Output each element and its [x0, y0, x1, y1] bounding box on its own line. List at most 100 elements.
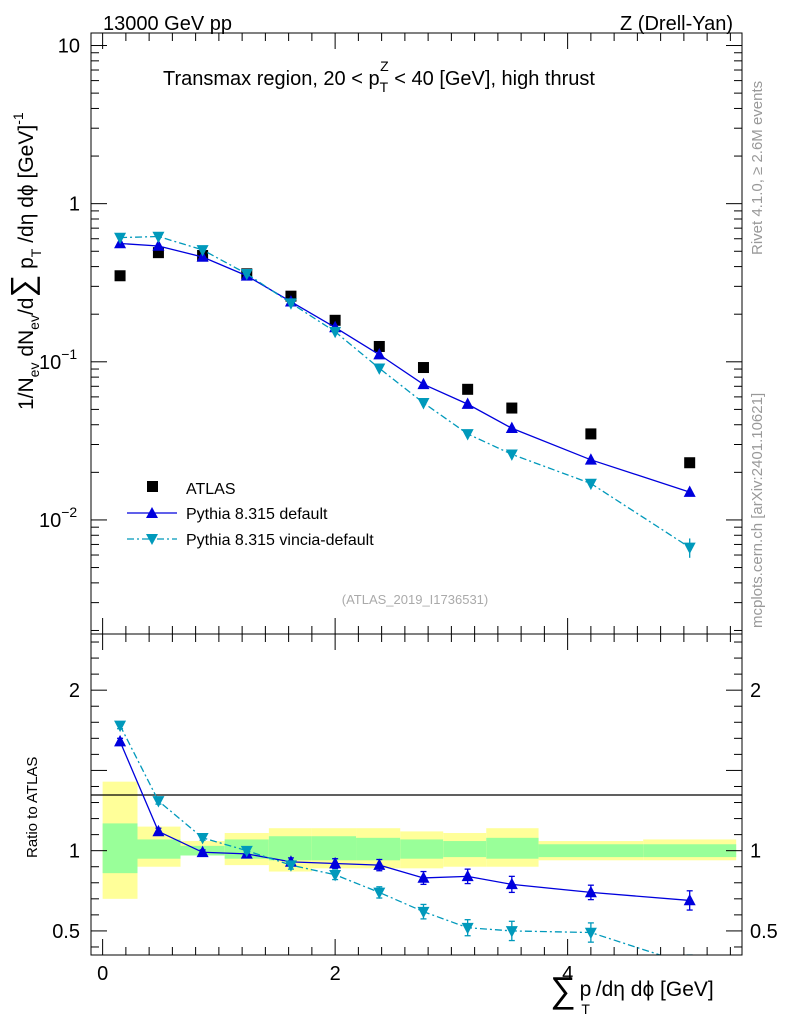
main-point-default: [152, 239, 165, 251]
ytick-base: 10: [39, 510, 61, 532]
legend-vincia-marker: [146, 534, 158, 545]
main-point-atlas: [462, 383, 474, 395]
main-axis-ticks: [91, 33, 742, 634]
ratio-band-inner: [486, 837, 539, 859]
main-point-default: [373, 348, 386, 360]
ratio-ytick-label-right: 1: [750, 841, 761, 863]
ratio-ylabel: Ratio to ATLAS: [24, 757, 41, 858]
main-ytick-label: 1: [69, 194, 80, 216]
ratio-point-vincia: [240, 845, 253, 858]
legend: ATLAS Pythia 8.315 default Pythia 8.315 …: [127, 481, 374, 549]
main-point-atlas: [506, 402, 518, 414]
main-point-vincia: [152, 231, 165, 244]
main-point-vincia: [196, 245, 209, 257]
main-point-atlas: [373, 340, 385, 352]
ratio-band-inner: [400, 839, 444, 859]
ratio-point-default: [584, 885, 597, 898]
main-point-atlas: [585, 428, 597, 440]
main-point-default: [584, 453, 597, 465]
ratio-band-inner: [311, 836, 357, 861]
ratio-point-vincia: [684, 960, 696, 971]
xlabel-b: /dη dϕ [GeV]: [590, 978, 714, 1001]
ratio-point-vincia: [152, 796, 165, 808]
ratio-point-default: [683, 893, 696, 906]
ratio-xtick-label: 0: [97, 963, 108, 985]
ratio-band-inner: [137, 839, 181, 859]
legend-vincia-label: Pythia 8.315 vincia-default: [186, 532, 374, 549]
title-sup: Z: [380, 58, 389, 74]
main-point-vincia: [240, 269, 253, 281]
main-ytick-label: 10−1: [39, 346, 77, 374]
main-ytick-label: 10: [58, 36, 80, 58]
ratio-ytick-label-right: 2: [750, 680, 761, 702]
ratio-ytick-label: 0.5: [52, 921, 80, 943]
main-point-default: [683, 485, 696, 497]
ratio-line-vincia: [119, 725, 663, 955]
ylabel-a-sub: ev: [26, 363, 42, 378]
ratio-xlabel: ∑ p T /dη dϕ [GeV]: [550, 969, 714, 1017]
ratio-tick-labels: 2 2 1 1 0.5 0.5 0 2 4: [52, 680, 778, 985]
rivet-label: Rivet 4.1.0, ≥ 2.6M events: [749, 81, 766, 255]
main-ytick-label: 10−2: [39, 504, 77, 532]
process-label: Z (Drell-Yan): [620, 13, 733, 35]
ratio-point-vincia: [196, 833, 209, 845]
main-point-atlas: [152, 247, 164, 259]
ratio-band-inner: [443, 841, 487, 858]
ylabel-c: /d: [15, 298, 38, 316]
ylabel-e: /dη dϕ [GeV]: [15, 125, 38, 249]
ratio-point-vincia: [329, 869, 342, 882]
main-point-default: [417, 377, 430, 390]
title-suffix: < 40 [GeV], high thrust: [389, 68, 596, 90]
ratio-band-inner: [356, 837, 401, 861]
ytick-exp: −1: [61, 346, 77, 362]
ylabel-d: p: [15, 257, 38, 275]
ratio-point-vincia: [417, 906, 430, 919]
ratio-band-inner: [102, 823, 138, 874]
ratio-line-default: [119, 741, 690, 902]
ytick-base: 10: [39, 352, 61, 374]
main-point-atlas: [684, 457, 696, 469]
main-point-vincia: [284, 298, 297, 310]
ratio-point-default: [417, 871, 430, 883]
watermark: (ATLAS_2019_I1736531): [342, 592, 488, 607]
ratio-ytick-label: 1: [69, 841, 80, 863]
main-point-vincia: [417, 398, 430, 410]
ratio-point-default: [461, 869, 474, 882]
ratio-point-default: [152, 824, 165, 837]
main-point-default: [461, 397, 474, 409]
ratio-point-default: [505, 877, 518, 890]
ratio-axis-ticks: [91, 634, 742, 955]
ylabel-sum: ∑: [4, 275, 40, 298]
ratio-series: [114, 720, 696, 971]
ratio-point-vincia: [373, 887, 386, 900]
main-series: [114, 231, 696, 558]
ratio-plot: 2 2 1 1 0.5 0.5 0 2 4 Ratio to ATLAS ∑ p T /dη dϕ …: [24, 633, 778, 1017]
legend-atlas-marker: [147, 481, 158, 492]
ylabel-b-sub: ev: [26, 315, 42, 330]
ratio-point-vincia: [584, 927, 597, 940]
main-point-vincia: [373, 363, 386, 375]
ylabel-a: 1/N: [15, 377, 38, 410]
ratio-band-inner: [643, 844, 737, 858]
ratio-point-vincia: [505, 926, 518, 938]
ylabel-e-sup: -1: [10, 112, 26, 125]
title-prefix: Transmax region, 20 < p: [163, 68, 380, 90]
ratio-bands: [102, 781, 737, 899]
main-point-vincia: [584, 478, 597, 491]
ratio-point-default: [196, 845, 209, 858]
ylabel-b: dN: [15, 330, 38, 363]
ratio-point-vincia: [114, 720, 127, 733]
ratio-xtick-label: 4: [562, 963, 573, 985]
main-point-vincia: [329, 326, 342, 339]
ratio-frame: [90, 633, 743, 956]
ratio-point-default: [114, 734, 127, 747]
ratio-xtick-label: 2: [330, 963, 341, 985]
main-point-atlas: [114, 270, 126, 282]
xlabel-sum: ∑: [550, 969, 576, 1010]
main-point-vincia: [461, 429, 474, 441]
legend-default-marker: [146, 507, 158, 518]
main-ylabel: 1/Nev dNev/d∑ pT /dη dϕ [GeV]-1: [4, 112, 44, 410]
main-point-atlas: [417, 362, 429, 374]
